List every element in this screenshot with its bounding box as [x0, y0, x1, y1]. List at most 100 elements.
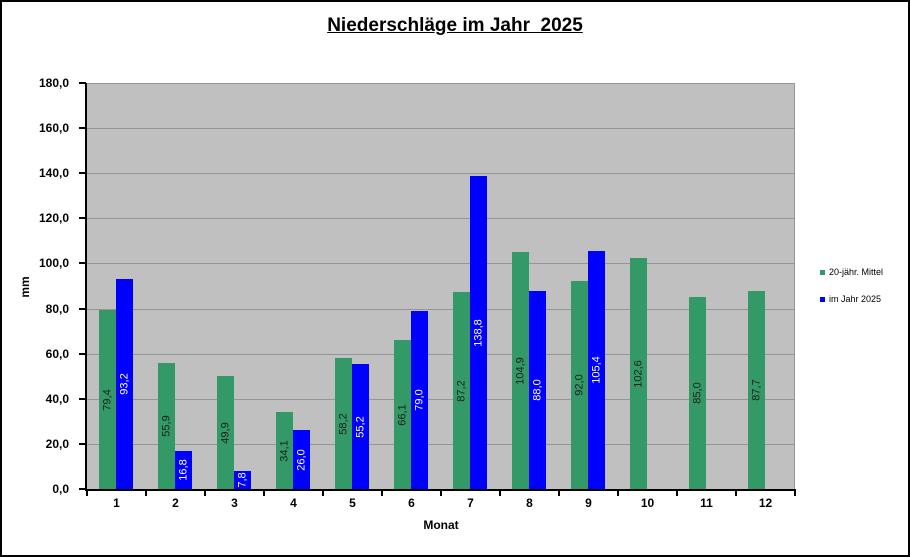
- x-axis-tick: [145, 491, 147, 496]
- bar-label-mittel-m2: 55,9: [160, 415, 172, 437]
- x-axis-tick-label: 4: [290, 496, 297, 510]
- bar-label-2025-m5: 55,2: [354, 415, 366, 438]
- gridline: [87, 128, 794, 129]
- y-axis-tick-label: 140,0: [38, 166, 69, 180]
- bar-label-mittel-m6: 66,1: [396, 403, 408, 426]
- x-axis-tick: [263, 491, 265, 496]
- bar-label-2025-m6: 79,0: [413, 389, 425, 411]
- y-axis-tick-label: 100,0: [38, 256, 69, 270]
- x-axis-tick-label: 1: [113, 496, 120, 510]
- bar-2025-m7: 138,8: [470, 176, 487, 489]
- y-axis-tick-label: 160,0: [38, 121, 69, 135]
- bar-2025-m5: 55,2: [352, 364, 369, 489]
- gridline: [87, 444, 794, 445]
- y-axis-tick-label: 20,0: [45, 437, 69, 451]
- bar-2025-m2: 16,8: [175, 451, 192, 489]
- x-axis-tick-label: 2: [172, 496, 179, 510]
- bar-label-mittel-m8: 104,9: [514, 356, 526, 385]
- bar-mittel-m4: 34,1: [276, 412, 293, 489]
- x-axis-tick-label: 8: [526, 496, 533, 510]
- bar-mittel-m2: 55,9: [158, 363, 175, 489]
- chart-title: Niederschläge im Jahr 2025: [327, 15, 583, 36]
- bar-mittel-m12: 87,7: [748, 291, 765, 489]
- legend-item-label: im Jahr 2025: [829, 294, 882, 304]
- y-axis-title: mm: [18, 276, 32, 298]
- y-axis-tick-label: 60,0: [45, 347, 69, 361]
- series-mittel-swatch: [820, 269, 825, 275]
- x-axis-tick: [558, 491, 560, 496]
- bar-mittel-m9: 92,0: [571, 281, 588, 489]
- y-axis-tick: [79, 353, 86, 355]
- x-axis-tick: [204, 491, 206, 496]
- x-axis-tick-label: 12: [758, 496, 773, 510]
- bar-2025-m4: 26,0: [293, 430, 310, 489]
- bar-2025-m3: 7,8: [234, 471, 251, 489]
- x-axis-tick: [735, 491, 737, 496]
- gridline: [87, 309, 794, 310]
- bar-2025-m9: 105,4: [588, 251, 605, 489]
- gridline: [87, 263, 794, 264]
- bar-label-2025-m2: 16,8: [177, 459, 189, 481]
- bar-label-2025-m7: 138,8: [472, 318, 484, 347]
- x-axis-tick: [86, 491, 88, 496]
- bar-mittel-m3: 49,9: [217, 376, 234, 489]
- bar-label-mittel-m11: 85,0: [691, 382, 703, 404]
- gridline: [87, 218, 794, 219]
- bar-label-mittel-m7: 87,2: [455, 379, 467, 402]
- y-axis-tick: [79, 172, 86, 174]
- x-axis-tick-label: 10: [640, 496, 655, 510]
- plot-area: 79,4 55,9 49,9 34,1 58,2 66,1 87,2 104,9 92,0 102…: [87, 83, 795, 489]
- x-axis-tick-label: 3: [231, 496, 238, 510]
- y-axis-tick: [79, 488, 86, 490]
- bar-mittel-m11: 85,0: [689, 297, 706, 489]
- bar-2025-m6: 79,0: [411, 311, 428, 489]
- x-axis-tick: [794, 491, 796, 496]
- bar-mittel-m10: 102,6: [630, 258, 647, 489]
- x-axis-title: Monat: [423, 518, 459, 532]
- legend-item-mittel: 20-jähr. Mittel: [820, 267, 883, 277]
- gridline: [87, 354, 794, 355]
- bar-label-2025-m8: 88,0: [531, 379, 543, 401]
- y-axis-tick: [79, 398, 86, 400]
- y-axis-tick-label: 0,0: [52, 482, 69, 496]
- bar-label-2025-m1: 93,2: [118, 373, 130, 395]
- series-2025-swatch: [820, 296, 825, 302]
- bar-mittel-m7: 87,2: [453, 292, 470, 489]
- x-axis-tick-label: 9: [585, 496, 592, 510]
- y-axis-tick-label: 120,0: [38, 211, 69, 225]
- x-axis-tick: [676, 491, 678, 496]
- bar-mittel-m6: 66,1: [394, 340, 411, 489]
- bar-label-mittel-m4: 34,1: [278, 439, 290, 462]
- y-axis-tick: [79, 82, 86, 84]
- gridline: [87, 83, 794, 84]
- bar-label-mittel-m1: 79,4: [101, 388, 113, 411]
- gridline: [87, 399, 794, 400]
- bar-label-mittel-m10: 102,6: [632, 359, 644, 388]
- gridline: [87, 173, 794, 174]
- legend-item-label: 20-jähr. Mittel: [829, 267, 884, 277]
- bar-mittel-m1: 79,4: [99, 310, 116, 489]
- y-axis-tick-label: 40,0: [45, 392, 69, 406]
- y-axis-tick: [79, 262, 86, 264]
- bar-mittel-m5: 58,2: [335, 358, 352, 489]
- bar-label-2025-m4: 26,0: [295, 448, 307, 471]
- bar-label-mittel-m3: 49,9: [219, 421, 231, 444]
- bar-label-2025-m9: 105,4: [590, 356, 602, 384]
- x-axis-tick-label: 11: [700, 496, 713, 510]
- y-axis-tick: [79, 127, 86, 129]
- x-axis-line: [85, 489, 796, 491]
- legend-item-2025: im Jahr 2025: [820, 294, 883, 304]
- x-axis-tick-label: 6: [408, 496, 415, 510]
- bar-label-mittel-m12: 87,7: [750, 379, 762, 401]
- x-axis-tick-label: 5: [349, 496, 356, 510]
- x-axis-tick: [617, 491, 619, 496]
- x-axis-tick: [440, 491, 442, 496]
- y-axis-tick-label: 80,0: [45, 302, 69, 316]
- bar-label-mittel-m9: 92,0: [573, 374, 585, 396]
- y-axis-tick: [79, 443, 86, 445]
- bar-mittel-m8: 104,9: [512, 252, 529, 489]
- bar-label-2025-m3: 7,8: [236, 472, 248, 488]
- y-axis-line: [85, 83, 87, 491]
- y-axis-tick: [79, 217, 86, 219]
